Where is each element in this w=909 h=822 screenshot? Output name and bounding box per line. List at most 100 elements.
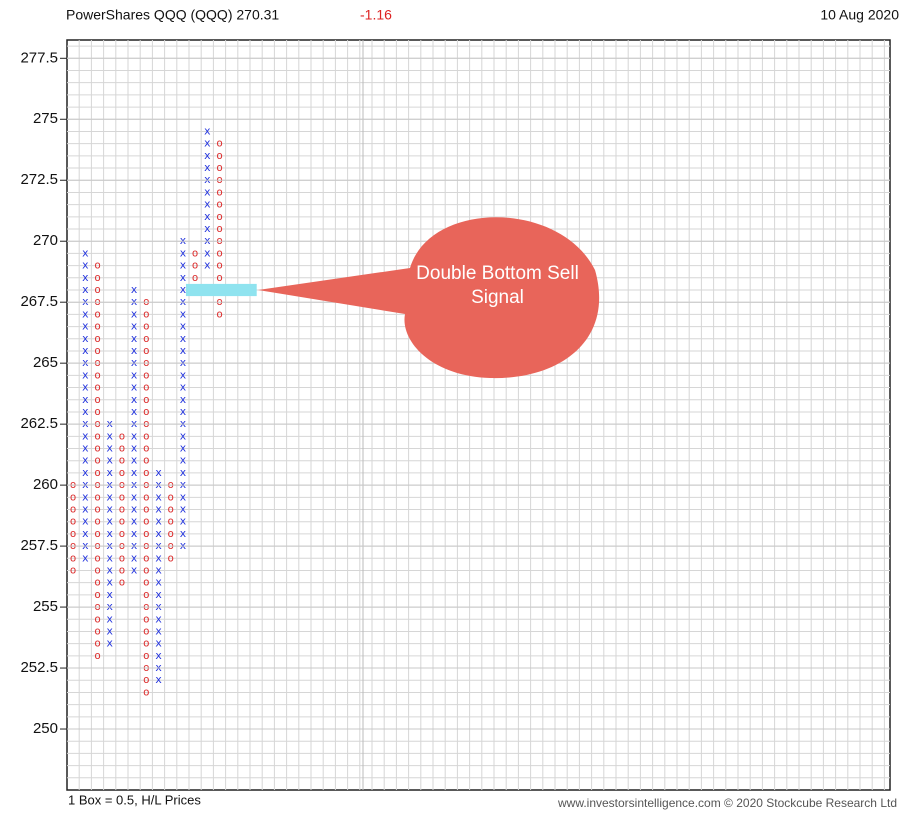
x-box: x bbox=[106, 429, 113, 442]
o-box: o bbox=[216, 307, 223, 320]
pf-column: ooo bbox=[192, 246, 199, 283]
o-box: o bbox=[94, 563, 101, 576]
x-box: x bbox=[180, 381, 187, 394]
x-box: x bbox=[82, 283, 89, 296]
x-box: x bbox=[82, 405, 89, 418]
o-box: o bbox=[94, 442, 101, 455]
date: 10 Aug 2020 bbox=[820, 7, 899, 23]
x-box: x bbox=[180, 344, 187, 357]
o-box: o bbox=[143, 429, 150, 442]
o-box: o bbox=[143, 381, 150, 394]
y-tick-label: 255 bbox=[33, 598, 58, 615]
x-box: x bbox=[82, 320, 89, 333]
x-box: x bbox=[131, 551, 138, 564]
y-tick-label: 277.5 bbox=[20, 49, 58, 66]
x-box: x bbox=[106, 563, 113, 576]
x-box: x bbox=[82, 344, 89, 357]
o-box: o bbox=[119, 551, 126, 564]
x-box: x bbox=[155, 673, 162, 686]
x-box: x bbox=[180, 368, 187, 381]
o-box: o bbox=[143, 393, 150, 406]
x-box: x bbox=[106, 466, 113, 479]
y-tick-label: 252.5 bbox=[20, 659, 58, 676]
x-box: x bbox=[131, 393, 138, 406]
o-box: o bbox=[143, 685, 150, 698]
o-box: o bbox=[94, 259, 101, 272]
o-box: o bbox=[94, 381, 101, 394]
o-box: o bbox=[143, 442, 150, 455]
x-box: x bbox=[180, 429, 187, 442]
pf-column: ooooooooooooooooooooooooooooooooo bbox=[94, 259, 101, 662]
o-box: o bbox=[143, 332, 150, 345]
o-box: o bbox=[94, 283, 101, 296]
x-box: x bbox=[204, 149, 211, 162]
o-box: o bbox=[94, 271, 101, 284]
o-box: o bbox=[94, 515, 101, 528]
x-box: x bbox=[155, 515, 162, 528]
o-box: o bbox=[94, 320, 101, 333]
x-box: x bbox=[204, 198, 211, 211]
x-box: x bbox=[106, 576, 113, 589]
x-box: x bbox=[204, 222, 211, 235]
o-box: o bbox=[119, 576, 126, 589]
x-box: x bbox=[82, 259, 89, 272]
x-box: x bbox=[180, 320, 187, 333]
x-box: x bbox=[204, 137, 211, 150]
x-box: x bbox=[204, 161, 211, 174]
x-box: x bbox=[106, 612, 113, 625]
x-box: x bbox=[155, 466, 162, 479]
pf-column: xxxxxxxxxxxxxxxxxxxxxxxxxx bbox=[82, 246, 89, 564]
x-box: x bbox=[131, 368, 138, 381]
o-box: o bbox=[216, 246, 223, 259]
x-box: x bbox=[131, 527, 138, 540]
o-box: o bbox=[94, 576, 101, 589]
x-box: x bbox=[82, 490, 89, 503]
o-box: o bbox=[143, 344, 150, 357]
x-box: x bbox=[106, 551, 113, 564]
o-box: o bbox=[216, 210, 223, 223]
x-box: x bbox=[155, 490, 162, 503]
o-box: o bbox=[94, 551, 101, 564]
y-tick-label: 272.5 bbox=[20, 171, 58, 188]
x-box: x bbox=[180, 332, 187, 345]
callout: Double Bottom Sell Signal bbox=[258, 217, 600, 379]
o-box: o bbox=[119, 503, 126, 516]
x-box: x bbox=[180, 393, 187, 406]
o-box: o bbox=[119, 527, 126, 540]
o-box: o bbox=[94, 649, 101, 662]
x-box: x bbox=[131, 503, 138, 516]
x-box: x bbox=[131, 307, 138, 320]
source: www.investorsintelligence.com © 2020 Sto… bbox=[557, 796, 897, 810]
x-box: x bbox=[106, 527, 113, 540]
chart-title: PowerShares QQQ (QQQ) 270.31 bbox=[66, 7, 279, 23]
o-box: o bbox=[216, 185, 223, 198]
o-box: o bbox=[143, 624, 150, 637]
o-box: o bbox=[143, 515, 150, 528]
callout-text: Double Bottom Sell Signal bbox=[416, 263, 579, 308]
o-box: o bbox=[70, 490, 77, 503]
x-box: x bbox=[131, 332, 138, 345]
x-box: x bbox=[106, 624, 113, 637]
x-box: x bbox=[180, 515, 187, 528]
o-box: o bbox=[143, 673, 150, 686]
x-box: x bbox=[131, 381, 138, 394]
x-box: x bbox=[131, 490, 138, 503]
x-box: x bbox=[155, 563, 162, 576]
o-box: o bbox=[70, 563, 77, 576]
x-box: x bbox=[180, 259, 187, 272]
x-box: x bbox=[155, 624, 162, 637]
x-box: x bbox=[106, 588, 113, 601]
o-box: o bbox=[167, 503, 174, 516]
x-box: x bbox=[131, 405, 138, 418]
o-box: o bbox=[192, 246, 199, 259]
o-box: o bbox=[119, 454, 126, 467]
callout-bubble bbox=[258, 217, 600, 379]
x-box: x bbox=[155, 637, 162, 650]
o-box: o bbox=[94, 527, 101, 540]
o-box: o bbox=[94, 307, 101, 320]
x-box: x bbox=[106, 442, 113, 455]
